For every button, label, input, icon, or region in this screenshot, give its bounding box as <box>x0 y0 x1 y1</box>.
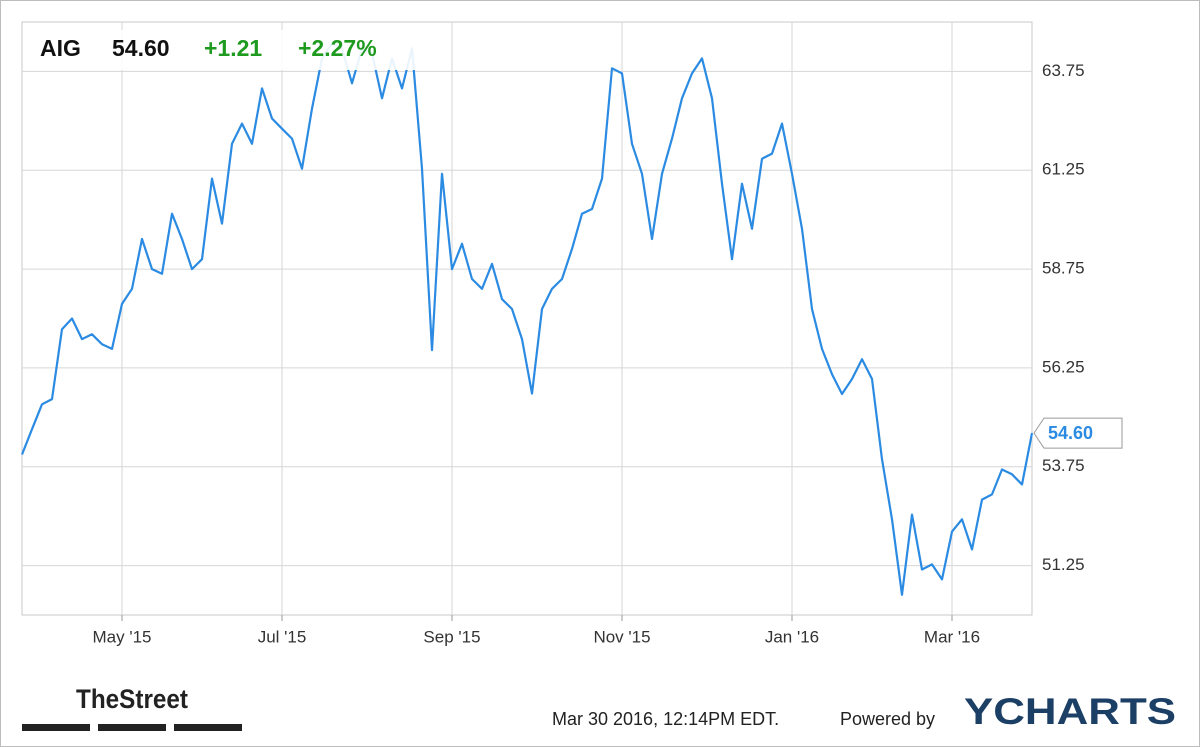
last-value-label: 54.60 <box>1048 423 1093 443</box>
y-tick-label: 61.25 <box>1042 160 1085 179</box>
timestamp: Mar 30 2016, 12:14PM EDT. <box>552 709 779 729</box>
plot <box>20 42 1034 596</box>
y-tick-label: 53.75 <box>1042 456 1085 475</box>
x-tick-label: Mar '16 <box>924 627 980 646</box>
grid <box>22 22 1032 615</box>
y-tick-label: 58.75 <box>1042 259 1085 278</box>
change-percent: +2.27% <box>298 35 377 61</box>
last-value-badge <box>1033 417 1123 449</box>
y-tick-label: 63.75 <box>1042 61 1085 80</box>
plot-area <box>21 21 1033 616</box>
quote-box <box>30 30 422 70</box>
ticker: AIG <box>40 35 81 61</box>
brand-logo: YCHARTS <box>964 691 1176 732</box>
logo-bar <box>98 724 166 731</box>
x-tick-label: Jan '16 <box>765 627 819 646</box>
y-tick-label: 56.25 <box>1042 357 1085 376</box>
logo-bar <box>22 724 90 731</box>
x-tick-label: Sep '15 <box>423 627 480 646</box>
x-tick-label: Jul '15 <box>258 627 307 646</box>
change: +1.21 <box>204 35 262 61</box>
price-line <box>20 42 1034 596</box>
source-logo: TheStreet <box>76 684 188 714</box>
x-tick-label: Nov '15 <box>593 627 650 646</box>
logo-bar <box>174 724 242 731</box>
powered-by: Powered by <box>840 709 935 729</box>
y-tick-label: 51.25 <box>1042 555 1085 574</box>
price: 54.60 <box>112 35 170 61</box>
x-tick-label: May '15 <box>93 627 152 646</box>
